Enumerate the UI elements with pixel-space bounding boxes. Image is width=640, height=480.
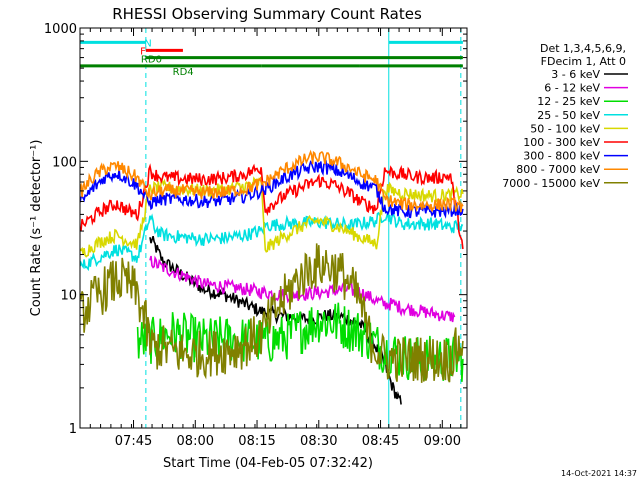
series-line-4: [80, 175, 464, 258]
legend-entry-1: 6 - 12 keV: [544, 82, 600, 95]
series-line-8: [80, 243, 464, 383]
x-tick-label-3: 08:30: [300, 434, 337, 449]
series-line-6: [80, 159, 464, 219]
series-line-3: [80, 211, 464, 272]
flag-label-rd0: RD0: [141, 55, 162, 66]
y-tick-label-0: 1: [69, 422, 77, 437]
x-axis-label: Start Time (04-Feb-05 07:32:42): [163, 456, 373, 471]
legend-header-line-1: Det 1,3,4,5,6,9,: [540, 42, 626, 55]
plot-frame: [79, 27, 468, 429]
legend-entry-4: 50 - 100 keV: [530, 122, 600, 135]
y-tick-label-1: 10: [60, 289, 77, 304]
legend-entry-2: 12 - 25 keV: [537, 95, 600, 108]
x-tick-label-2: 08:15: [238, 434, 275, 449]
y-axis-label: Count Rate (s⁻¹ detector⁻¹): [29, 140, 44, 317]
chart-title: RHESSI Observing Summary Count Rates: [112, 5, 422, 23]
legend-header-line-2: FDecim 1, Att 0: [541, 55, 626, 68]
legend-entry-5: 100 - 300 keV: [523, 136, 600, 149]
series-line-1: [149, 255, 456, 323]
y-tick-label-2: 100: [52, 155, 77, 170]
y-tick-label-3: 1000: [44, 22, 77, 37]
legend-entry-3: 25 - 50 keV: [537, 109, 600, 122]
x-tick-label-4: 08:45: [362, 434, 399, 449]
x-tick-label-1: 08:00: [177, 434, 214, 449]
legend-entry-8: 7000 - 15000 keV: [502, 177, 600, 190]
x-tick-label-0: 07:45: [115, 434, 152, 449]
x-tick-label-5: 09:00: [424, 434, 461, 449]
series-line-7: [80, 149, 464, 213]
legend-entry-7: 800 - 7000 keV: [516, 163, 600, 176]
flag-label-n: N: [144, 38, 151, 49]
flag-label-f: F: [140, 46, 146, 57]
footer-date: 14-Oct-2021 14:37: [561, 469, 637, 478]
flag-label-rd4: RD4: [173, 67, 194, 78]
series-line-0: [149, 235, 402, 405]
legend-entry-6: 300 - 800 keV: [523, 150, 600, 163]
series-line-2: [136, 302, 464, 382]
legend-entry-0: 3 - 6 keV: [551, 68, 600, 81]
